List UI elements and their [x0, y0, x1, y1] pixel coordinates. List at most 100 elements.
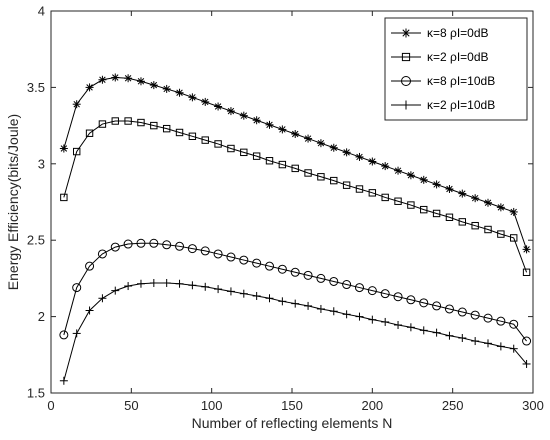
data-point: [496, 316, 506, 326]
data-point: [252, 258, 262, 268]
data-point: [394, 321, 403, 330]
data-point: [432, 209, 441, 218]
x-tick-label: 300: [522, 398, 544, 413]
data-point: [85, 129, 94, 137]
data-point: [445, 331, 454, 340]
data-point: [342, 310, 351, 319]
data-point: [290, 267, 300, 277]
data-point: [355, 312, 364, 321]
data-point: [162, 84, 171, 93]
data-point: [330, 176, 338, 185]
data-point: [149, 238, 159, 248]
data-point: [265, 120, 274, 129]
axes-layer: 0 50 100 150 200 250 300 1.5 2 2.5 3 3.5 4 Number of …: [5, 4, 544, 432]
data-point: [278, 297, 287, 306]
data-point: [393, 292, 403, 302]
data-point: [98, 75, 107, 84]
x-axis-label: Number of reflecting elements N: [192, 415, 393, 431]
series-1: [59, 73, 531, 254]
data-point: [239, 289, 248, 298]
data-point: [265, 157, 274, 165]
data-point: [304, 301, 313, 310]
data-point: [303, 270, 313, 280]
data-point: [213, 249, 223, 259]
data-point: [445, 213, 454, 221]
data-point: [471, 221, 479, 230]
data-point: [458, 218, 467, 226]
data-point: [304, 169, 312, 177]
data-point: [110, 242, 120, 252]
data-point: [60, 193, 68, 202]
data-point: [111, 117, 119, 125]
data-point: [226, 287, 235, 296]
data-point: [201, 282, 210, 291]
data-point: [123, 239, 133, 249]
data-point: [432, 328, 441, 337]
data-point: [72, 329, 81, 338]
legend-label: κ=2 ρI=0dB: [427, 50, 489, 64]
data-point: [188, 281, 197, 290]
data-point: [72, 283, 82, 293]
data-point: [201, 97, 210, 106]
series-3: [59, 238, 532, 346]
data-point: [342, 280, 352, 290]
data-point: [368, 315, 377, 324]
data-point: [214, 140, 222, 148]
data-point: [432, 301, 442, 311]
data-point: [316, 139, 325, 148]
data-point: [342, 181, 351, 189]
x-tick-label: 100: [201, 398, 223, 413]
data-point: [252, 116, 261, 125]
data-point: [278, 160, 287, 169]
legend-label: κ=8 ρI=0dB: [427, 26, 489, 40]
data-point: [137, 118, 145, 127]
data-point: [394, 197, 402, 205]
data-point: [59, 144, 68, 153]
data-point: [187, 244, 197, 254]
data-point: [188, 93, 197, 102]
data-point: [432, 180, 441, 189]
data-point: [471, 194, 480, 203]
x-tick-label: 250: [442, 398, 464, 413]
data-point: [149, 81, 158, 90]
data-point: [457, 307, 467, 317]
y-tick-label: 2.5: [27, 233, 45, 248]
data-point: [458, 189, 467, 198]
data-point: [394, 166, 403, 175]
data-point: [496, 203, 505, 212]
data-point: [252, 291, 261, 300]
data-point: [214, 102, 223, 111]
data-point: [175, 88, 184, 97]
data-point: [470, 310, 480, 320]
data-point: [497, 230, 505, 238]
data-point: [175, 128, 184, 137]
data-point: [406, 295, 416, 305]
data-point: [368, 157, 377, 166]
data-point: [252, 152, 261, 160]
data-point: [380, 289, 390, 299]
data-point: [291, 299, 300, 308]
data-point: [419, 298, 429, 308]
data-point: [175, 279, 184, 288]
data-point: [420, 205, 428, 214]
series-2: [60, 117, 531, 276]
data-point: [381, 317, 390, 326]
y-tick-label: 1.5: [27, 386, 45, 401]
data-point: [226, 252, 236, 262]
data-point: [329, 307, 338, 316]
data-point: [85, 261, 95, 271]
data-point: [111, 286, 120, 295]
data-point: [471, 337, 480, 346]
data-point: [368, 189, 377, 197]
data-point: [59, 376, 68, 385]
data-point: [124, 282, 133, 291]
data-point: [484, 225, 492, 234]
series-line: [63, 242, 527, 342]
data-point: [316, 304, 325, 313]
x-tick-label: 150: [281, 398, 303, 413]
data-point: [444, 304, 454, 314]
data-point: [162, 124, 171, 133]
legend-label: κ=8 ρI=10dB: [427, 74, 495, 88]
